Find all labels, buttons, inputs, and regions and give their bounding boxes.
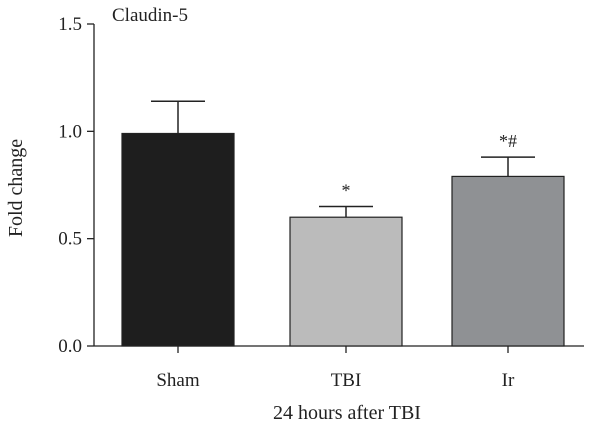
bar-sham bbox=[121, 132, 235, 347]
y-axis-label: Fold change bbox=[5, 139, 27, 237]
bar-tbi bbox=[289, 216, 403, 347]
significance-marker: *# bbox=[499, 131, 517, 151]
y-tick-label: 1.5 bbox=[58, 14, 82, 35]
x-axis-label: 24 hours after TBI bbox=[273, 402, 421, 424]
y-tick-label: 0.5 bbox=[58, 229, 82, 250]
plot-area: 0.0 0.5 1.0 1.5 Sham TBI * Ir *# bbox=[58, 14, 584, 391]
x-tick-label: TBI bbox=[331, 370, 362, 391]
y-tick-label: 0.0 bbox=[58, 336, 82, 357]
significance-marker: * bbox=[342, 180, 351, 200]
x-tick-label: Sham bbox=[156, 370, 200, 391]
chart-title: Claudin-5 bbox=[112, 5, 188, 26]
x-tick-label: Ir bbox=[502, 370, 515, 391]
y-tick-label: 1.0 bbox=[58, 121, 82, 142]
bar-ir bbox=[451, 175, 565, 347]
